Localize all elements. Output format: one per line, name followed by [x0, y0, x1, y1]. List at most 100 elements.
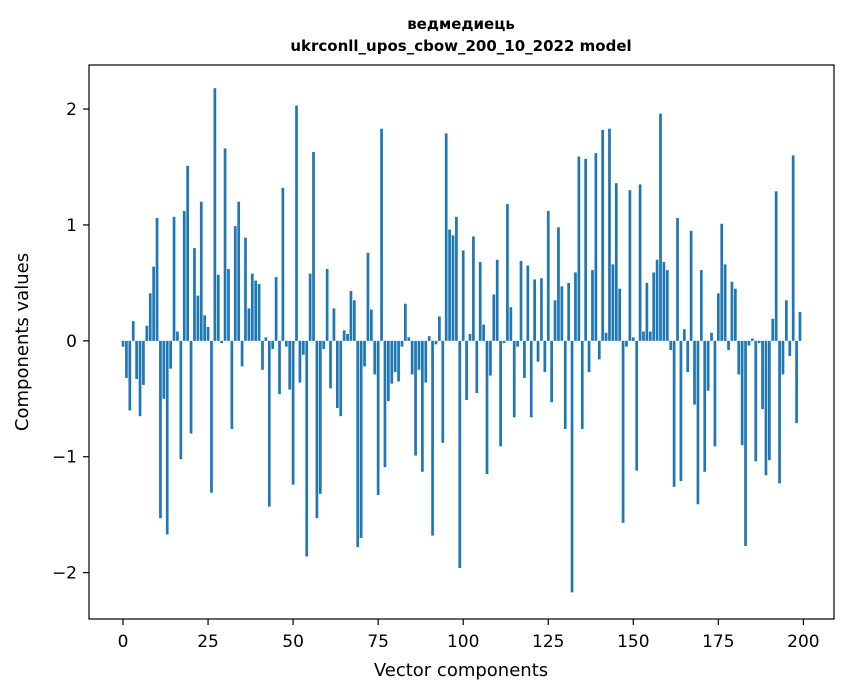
- bar: [186, 165, 190, 341]
- x-tick-label: 150: [617, 632, 649, 652]
- bar: [230, 340, 234, 429]
- bar: [526, 265, 530, 341]
- bar: [451, 235, 455, 341]
- bar: [390, 340, 394, 384]
- x-tick-label: 100: [447, 632, 479, 652]
- bar: [295, 105, 298, 341]
- bar: [410, 340, 414, 375]
- bar: [162, 340, 166, 399]
- bar: [349, 291, 353, 341]
- bar: [128, 340, 132, 411]
- bar: [795, 340, 798, 424]
- bar: [737, 340, 741, 375]
- bar: [747, 340, 751, 346]
- bar: [121, 340, 125, 347]
- bar: [659, 113, 662, 341]
- bar: [284, 340, 288, 347]
- bar: [621, 340, 625, 523]
- bar: [751, 338, 754, 341]
- bar: [159, 340, 162, 519]
- bar: [553, 300, 557, 341]
- bar: [785, 300, 788, 341]
- bar: [543, 340, 547, 373]
- bar: [193, 248, 196, 341]
- bar: [791, 155, 795, 341]
- bar: [274, 277, 278, 341]
- x-tick-label: 50: [282, 632, 304, 652]
- bar: [584, 158, 588, 341]
- bar: [563, 340, 567, 429]
- bar: [196, 295, 200, 341]
- bar: [713, 340, 717, 447]
- bar: [135, 340, 138, 380]
- bar: [679, 340, 683, 482]
- bar: [482, 324, 485, 341]
- bar: [288, 340, 292, 390]
- bar: [468, 333, 472, 341]
- bar: [271, 340, 275, 349]
- bar: [662, 262, 666, 341]
- bar: [291, 340, 295, 485]
- bar: [472, 236, 475, 341]
- bar: [781, 340, 785, 375]
- bar: [165, 340, 169, 535]
- bar: [604, 332, 608, 341]
- bar: [798, 311, 802, 341]
- bar: [458, 340, 462, 568]
- bar: [264, 337, 268, 341]
- bar: [652, 272, 656, 341]
- bar: [400, 340, 404, 347]
- bar: [764, 340, 768, 476]
- bar: [329, 340, 332, 389]
- bar: [380, 128, 383, 341]
- bar: [189, 340, 193, 434]
- bar: [540, 278, 543, 341]
- bar: [182, 211, 186, 341]
- bar: [778, 340, 781, 484]
- y-tick-label: −1: [52, 448, 77, 468]
- bar: [434, 340, 438, 345]
- x-tick-label: 75: [367, 632, 389, 652]
- bar: [502, 340, 506, 344]
- bar: [519, 260, 523, 341]
- bar: [369, 309, 373, 341]
- bar: [244, 237, 247, 341]
- bar: [699, 270, 703, 341]
- bar: [536, 340, 540, 362]
- bar: [145, 325, 149, 341]
- bar: [322, 340, 326, 349]
- y-axis-label: Components values: [12, 253, 33, 431]
- bar: [686, 340, 690, 373]
- bar: [393, 340, 397, 373]
- bar: [138, 340, 142, 417]
- bar: [757, 340, 761, 344]
- bar: [560, 286, 564, 341]
- y-tick-label: 1: [66, 216, 77, 236]
- bar: [427, 336, 431, 341]
- x-tick-label: 200: [787, 632, 819, 652]
- bar: [131, 321, 135, 341]
- bar: [628, 190, 632, 341]
- bar: [438, 316, 441, 341]
- bar: [465, 340, 468, 400]
- bar: [233, 226, 237, 341]
- bar: [278, 340, 281, 395]
- bar: [648, 331, 652, 341]
- bar: [740, 340, 744, 446]
- bar: [176, 331, 179, 341]
- bar: [261, 340, 264, 370]
- bar: [489, 340, 492, 376]
- bar: [152, 266, 155, 341]
- bar: [216, 274, 220, 341]
- bar: [250, 273, 254, 341]
- bar: [594, 153, 598, 341]
- bar: [220, 340, 224, 344]
- bar: [404, 303, 407, 341]
- bar: [172, 216, 176, 341]
- bar: [247, 308, 251, 341]
- bar: [475, 340, 479, 393]
- bar: [771, 318, 775, 341]
- bar: [754, 340, 758, 462]
- bar: [682, 329, 686, 341]
